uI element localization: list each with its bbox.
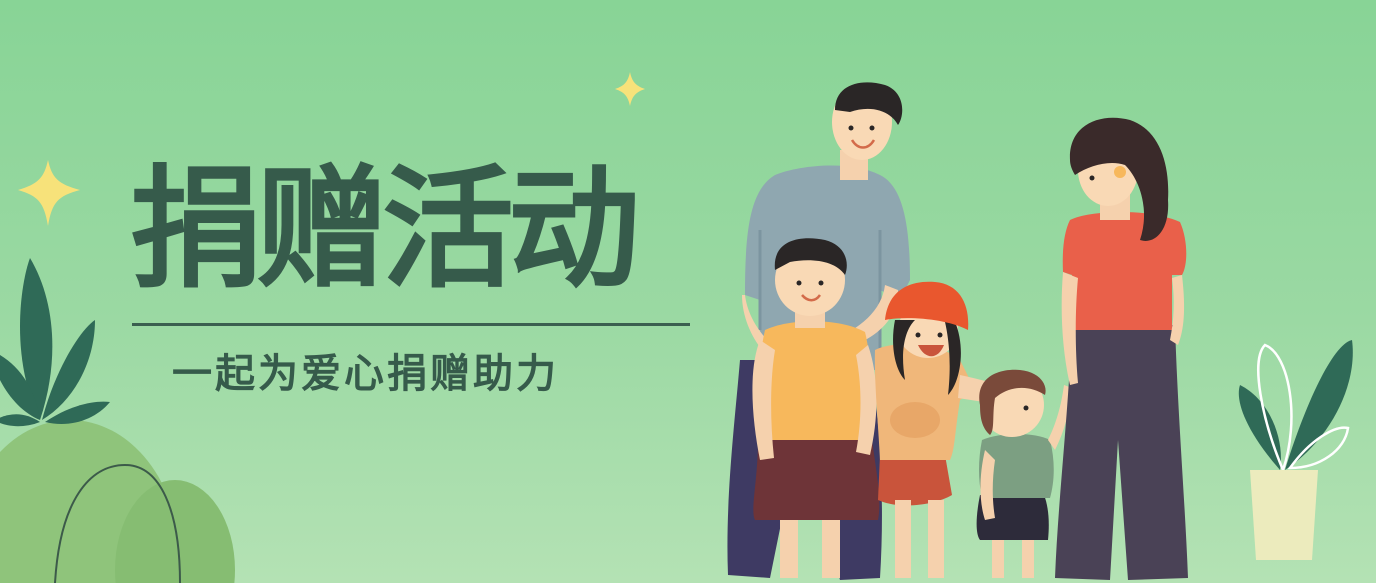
hills — [0, 420, 235, 583]
star-icon — [18, 160, 80, 226]
banner-title: 捐赠活动 — [130, 153, 640, 307]
toddler-figure — [976, 369, 1072, 578]
sparkle-icon — [615, 72, 645, 106]
boy-figure — [752, 238, 880, 578]
leaf-plant-icon — [0, 258, 110, 427]
potted-plant-icon — [1238, 340, 1353, 560]
mother-figure — [1055, 117, 1188, 580]
banner-subtitle: 一起为爱心捐赠助力 — [172, 351, 559, 397]
title-divider — [132, 323, 690, 326]
